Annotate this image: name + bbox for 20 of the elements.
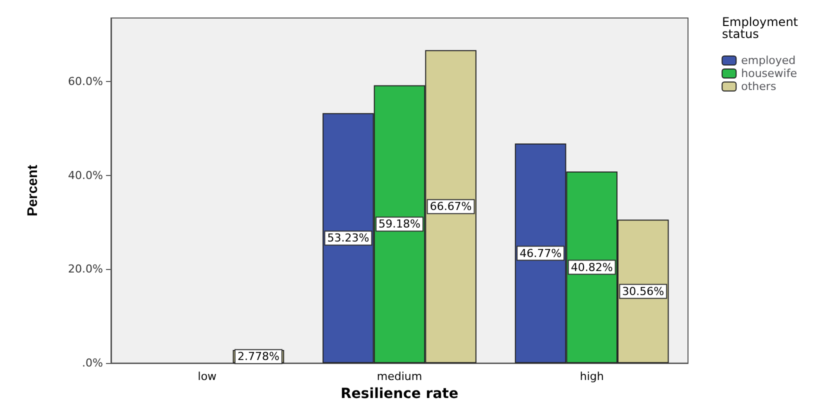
- legend-label: employed: [741, 54, 796, 67]
- x-tick-label: high: [580, 370, 604, 384]
- legend-label: housewife: [741, 67, 798, 80]
- legend-title: Employment status: [722, 15, 798, 41]
- data-label: 2.778%: [237, 350, 280, 364]
- x-tick-label: low: [198, 370, 217, 384]
- y-tick-label: .0%: [82, 356, 103, 370]
- y-axis-title: Percent: [24, 164, 40, 216]
- y-tick-label: 60.0%: [68, 74, 103, 88]
- x-tick-label: medium: [376, 370, 422, 384]
- data-label: 59.18%: [378, 218, 420, 231]
- data-label: 46.77%: [520, 246, 562, 260]
- y-tick-label: 20.0%: [68, 262, 103, 276]
- legend-label: others: [741, 80, 776, 93]
- data-label: 53.23%: [327, 232, 370, 245]
- data-label: 30.56%: [622, 284, 664, 298]
- x-axis-title: Resilience rate: [340, 386, 458, 402]
- data-label: 66.67%: [430, 200, 472, 214]
- data-label: 40.82%: [570, 260, 613, 274]
- y-tick-label: 40.0%: [68, 168, 103, 182]
